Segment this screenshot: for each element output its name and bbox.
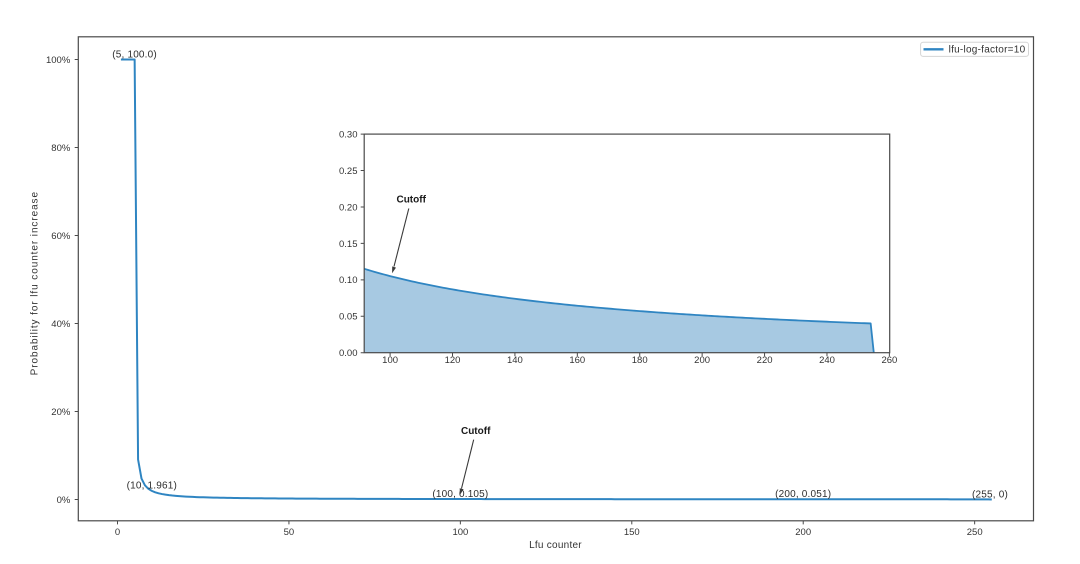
svg-text:0.05: 0.05 [339, 312, 358, 323]
svg-text:100: 100 [382, 355, 398, 366]
svg-text:80%: 80% [51, 143, 71, 154]
svg-text:60%: 60% [51, 231, 71, 242]
svg-text:0.25: 0.25 [339, 166, 358, 177]
svg-text:220: 220 [757, 355, 773, 366]
svg-text:0.15: 0.15 [339, 239, 358, 250]
svg-text:0.10: 0.10 [339, 275, 358, 286]
svg-text:100%: 100% [46, 55, 71, 66]
svg-text:20%: 20% [51, 407, 71, 418]
svg-text:0.00: 0.00 [339, 348, 358, 359]
svg-text:(255, 0): (255, 0) [972, 489, 1008, 500]
svg-text:140: 140 [507, 355, 523, 366]
svg-text:200: 200 [694, 355, 710, 366]
svg-text:260: 260 [881, 355, 897, 366]
svg-text:40%: 40% [51, 319, 71, 330]
svg-text:(200, 0.051): (200, 0.051) [775, 489, 831, 500]
svg-text:Lfu counter: Lfu counter [529, 540, 582, 551]
svg-text:lfu-log-factor=10: lfu-log-factor=10 [949, 45, 1026, 56]
svg-text:0: 0 [115, 527, 120, 538]
svg-text:160: 160 [569, 355, 585, 366]
svg-text:(5, 100.0): (5, 100.0) [112, 49, 157, 60]
svg-text:240: 240 [819, 355, 835, 366]
svg-text:50: 50 [284, 527, 295, 538]
svg-text:120: 120 [445, 355, 461, 366]
svg-text:150: 150 [624, 527, 640, 538]
svg-text:100: 100 [452, 527, 468, 538]
svg-text:250: 250 [967, 527, 983, 538]
svg-text:Probability for lfu counter in: Probability for lfu counter increase [29, 191, 40, 375]
svg-text:0.30: 0.30 [339, 130, 358, 141]
svg-text:0.20: 0.20 [339, 202, 358, 213]
svg-text:Cutoff: Cutoff [396, 194, 426, 205]
svg-text:Cutoff: Cutoff [461, 426, 491, 437]
svg-text:0%: 0% [57, 495, 71, 506]
svg-text:200: 200 [795, 527, 811, 538]
svg-text:(10, 1.961): (10, 1.961) [127, 481, 177, 492]
svg-text:180: 180 [632, 355, 648, 366]
